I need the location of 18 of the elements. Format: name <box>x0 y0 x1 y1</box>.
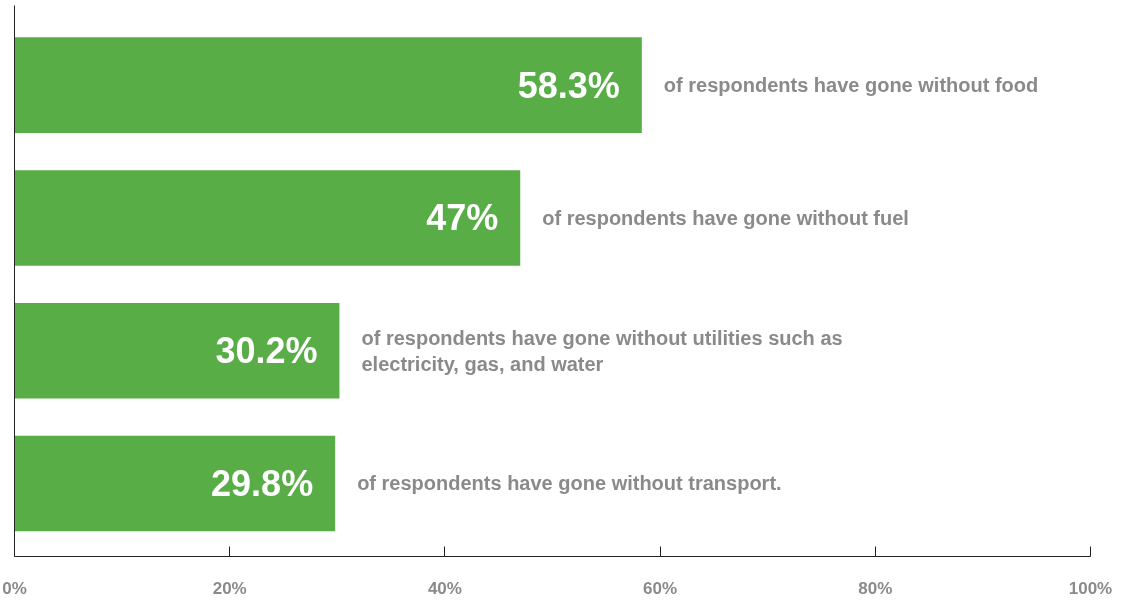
data-label: 30.2% <box>215 330 318 372</box>
x-tick-label: 20% <box>212 578 247 598</box>
bar <box>14 37 642 133</box>
x-tick-label: 60% <box>643 578 678 598</box>
data-label: 29.8% <box>211 462 314 504</box>
x-tick-label: 40% <box>427 578 462 598</box>
data-label: 58.3% <box>517 64 620 106</box>
data-label: 47% <box>426 197 499 239</box>
x-tick-label: 100% <box>1068 578 1113 598</box>
bar <box>14 170 521 266</box>
y-tick-label: of respondents have gone without transport. <box>357 472 782 495</box>
y-tick-label: of respondents have gone without utilities such as electricity, gas, and water <box>361 326 843 375</box>
bar <box>14 302 340 399</box>
y-tick-label: of respondents have gone without fuel <box>542 206 909 229</box>
x-tick-label: 0% <box>2 578 27 598</box>
x-tick-label: 80% <box>858 578 893 598</box>
y-tick-label: of respondents have gone without food <box>663 74 1039 97</box>
bar <box>14 435 336 532</box>
